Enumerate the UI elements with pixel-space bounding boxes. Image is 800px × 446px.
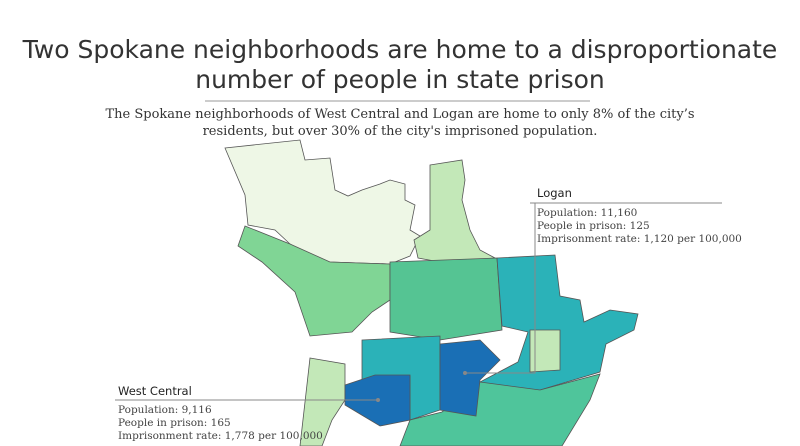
annotation-line: People in prison: 165 xyxy=(118,417,231,429)
title: number of people in state prison xyxy=(195,65,605,94)
subtitle: residents, but over 30% of the city's im… xyxy=(203,124,598,139)
region xyxy=(299,357,346,446)
annotation-title: West Central xyxy=(118,384,192,398)
region xyxy=(529,329,561,373)
west-central-annotation: West Central Population: 9,116 People in… xyxy=(115,384,380,442)
region xyxy=(479,254,639,397)
subtitle: The Spokane neighborhoods of West Centra… xyxy=(106,107,695,122)
region xyxy=(389,257,503,341)
annotation-line: Population: 11,160 xyxy=(537,207,637,219)
annotation-line: People in prison: 125 xyxy=(537,220,650,232)
annotation-line: Population: 9,116 xyxy=(118,404,212,416)
region xyxy=(224,139,421,265)
annotation-title: Logan xyxy=(537,186,572,200)
leader-line xyxy=(465,203,536,374)
logan-annotation: Logan Population: 11,160 People in priso… xyxy=(463,186,742,375)
region xyxy=(413,159,497,263)
region xyxy=(399,373,601,446)
title: Two Spokane neighborhoods are home to a … xyxy=(22,35,778,64)
annotation-line: Imprisonment rate: 1,120 per 100,000 xyxy=(537,233,742,245)
map xyxy=(224,139,639,446)
region xyxy=(237,225,391,337)
annotation-line: Imprisonment rate: 1,778 per 100,000 xyxy=(118,430,323,442)
region-logan xyxy=(439,339,501,417)
